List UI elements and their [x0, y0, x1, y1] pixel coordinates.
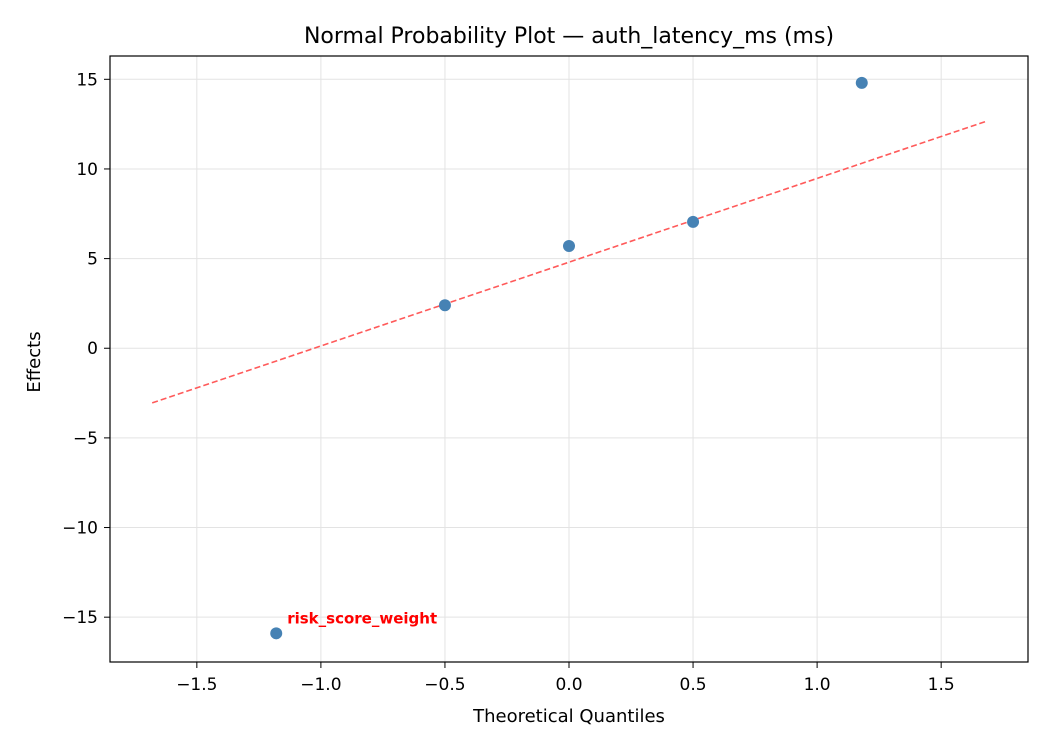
y-axis-ticks: −15 −10 −5 0 5 10 15: [62, 70, 110, 628]
y-tick-label: 5: [87, 250, 98, 270]
y-tick-label: 0: [87, 339, 98, 359]
x-tick-label: −1.5: [176, 675, 217, 695]
x-tick-label: −1.0: [300, 675, 341, 695]
annotations: risk_score_weight: [287, 609, 437, 627]
x-axis-ticks: −1.5 −1.0 −0.5 0.0 0.5 1.0 1.5: [176, 662, 955, 695]
y-tick-label: 15: [76, 70, 98, 90]
x-tick-label: 0.5: [680, 675, 707, 695]
y-axis-label: Effects: [24, 331, 45, 392]
chart-title: Normal Probability Plot — auth_latency_m…: [304, 24, 834, 49]
x-tick-label: 1.5: [928, 675, 955, 695]
point-annotation: risk_score_weight: [287, 609, 437, 627]
y-tick-label: −10: [62, 519, 98, 539]
x-tick-label: −0.5: [424, 675, 465, 695]
y-tick-label: −15: [62, 608, 98, 628]
data-point: [270, 627, 283, 640]
x-axis-label: Theoretical Quantiles: [472, 706, 665, 727]
data-point: [855, 76, 868, 89]
data-point: [563, 240, 575, 253]
x-tick-label: 0.0: [555, 675, 582, 695]
x-tick-label: 1.0: [804, 675, 831, 695]
reference-line-group: [151, 120, 987, 404]
reference-line: [151, 120, 987, 404]
y-tick-label: −5: [73, 429, 98, 449]
data-point: [438, 299, 451, 312]
grid-lines: [110, 56, 1028, 662]
y-tick-label: 10: [76, 160, 98, 180]
data-points: [270, 76, 868, 640]
data-point: [687, 215, 700, 228]
